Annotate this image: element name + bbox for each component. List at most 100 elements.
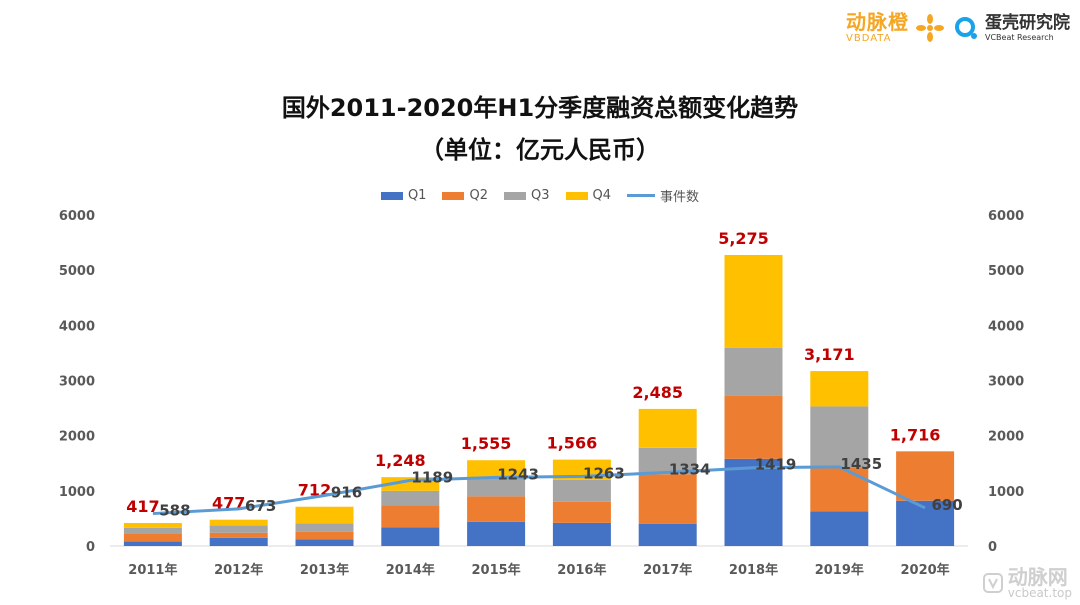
line-data-label-9: 690: [931, 496, 962, 514]
y-tick-label-left-3: 3000: [59, 375, 95, 390]
bar-q4-2: [295, 506, 354, 524]
x-tick-label-7: 2018年: [729, 562, 778, 578]
legend-label-q3: Q3: [530, 188, 550, 203]
y2-tick-label-right-0: 0: [988, 540, 997, 555]
total-label-9: 1,716: [890, 425, 941, 444]
bar-q4-1: [209, 519, 268, 526]
y2-tick-label-right-4: 4000: [988, 319, 1024, 334]
line-data-label-8: 1435: [840, 455, 882, 473]
bar-q2-6: [638, 474, 697, 524]
y-tick-label-left-2: 2000: [59, 430, 95, 445]
vcbeat-name: 蛋壳研究院: [985, 12, 1070, 33]
bar-q1-5: [552, 522, 611, 546]
chart-subtitle: （单位：亿元人民币）: [420, 136, 660, 164]
vbdata-flower-icon: [916, 14, 944, 42]
legend-swatch-q4: [565, 191, 588, 200]
y2-tick-label-right-2: 2000: [988, 430, 1024, 445]
legend-swatch-q1: [380, 191, 403, 200]
legend-item-q3: Q3: [503, 186, 550, 205]
bar-q3-8: [810, 406, 869, 468]
x-tick-label-2: 2013年: [300, 562, 349, 578]
line-data-label-3: 1189: [411, 468, 453, 486]
bar-q1-7: [724, 458, 783, 546]
total-label-6: 2,485: [632, 383, 683, 402]
x-tick-label-0: 2011年: [128, 562, 177, 578]
bar-q2-8: [810, 467, 869, 512]
bar-q4-0: [123, 522, 182, 528]
bar-q1-6: [638, 523, 697, 546]
vbdata-sub: VBDATA: [846, 33, 892, 44]
line-data-label-2: 916: [331, 483, 362, 501]
bar-q2-2: [295, 531, 354, 540]
bar-q2-5: [552, 501, 611, 523]
bar-q2-7: [724, 395, 783, 459]
legend-item-q1: Q1: [380, 186, 427, 205]
legend-label-q1: Q1: [407, 188, 427, 203]
line-data-label-5: 1263: [583, 464, 625, 482]
total-label-5: 1,566: [547, 434, 598, 453]
x-tick-label-9: 2020年: [901, 562, 950, 578]
legend-label-q2: Q2: [469, 188, 488, 203]
legend-label-q4: Q4: [592, 188, 612, 203]
chart-title: 国外2011-2020年H1分季度融资总额变化趋势: [281, 94, 799, 122]
bar-q1-1: [209, 537, 268, 546]
y-tick-label-left-5: 5000: [59, 264, 95, 279]
watermark: 动脉网 vcbeat.top: [982, 567, 1072, 599]
legend-item-q4: Q4: [565, 186, 612, 205]
line-data-label-7: 1419: [755, 456, 797, 474]
x-tick-label-5: 2016年: [557, 562, 606, 578]
vcbeat-research-logo: 蛋壳研究院 VCBeat Research: [953, 12, 1070, 42]
bar-q1-9: [896, 500, 955, 546]
legend-swatch-q2: [442, 191, 465, 200]
x-tick-label-3: 2014年: [386, 562, 435, 578]
bar-q3-2: [295, 523, 354, 532]
y2-tick-label-right-6: 6000: [988, 209, 1024, 224]
y-tick-label-left-6: 6000: [59, 209, 95, 224]
line-data-label-4: 1243: [497, 465, 539, 483]
watermark-logo-icon: [982, 573, 1003, 593]
bar-q2-1: [209, 532, 268, 538]
legend-swatch-events: [627, 194, 656, 197]
legend-item-q2: Q2: [442, 186, 488, 205]
line-data-label-6: 1334: [669, 460, 711, 478]
line-series-events: [152, 465, 926, 516]
y2-tick-label-right-3: 3000: [988, 375, 1024, 390]
bar-q3-7: [724, 347, 783, 396]
line-data-label-1: 673: [245, 497, 276, 515]
logo-area: 动脉橙 VBDATA 蛋壳研究院 VCBeat Research: [846, 12, 1070, 44]
bar-q2-9: [896, 451, 955, 501]
bar-q4-6: [638, 408, 697, 448]
total-label-0: 417: [126, 497, 159, 516]
y-tick-label-left-1: 1000: [59, 485, 95, 500]
bar-q3-0: [123, 527, 182, 534]
y2-tick-label-right-1: 1000: [988, 485, 1024, 500]
bar-q1-0: [123, 541, 182, 546]
total-label-8: 3,171: [804, 345, 855, 364]
vbdata-logo: 动脉橙 VBDATA: [846, 12, 945, 44]
y-tick-label-left-0: 0: [86, 540, 95, 555]
bar-q1-8: [810, 511, 869, 546]
vcbeat-sub: VCBeat Research: [985, 32, 1054, 42]
bar-q3-5: [552, 479, 611, 502]
bar-q2-0: [123, 533, 182, 542]
watermark-url: vcbeat.top: [1007, 586, 1072, 600]
total-label-7: 5,275: [718, 229, 769, 248]
total-label-4: 1,555: [461, 434, 512, 453]
bar-q3-1: [209, 525, 268, 533]
vcbeat-ring-icon: [955, 17, 977, 39]
bar-q1-4: [467, 521, 526, 546]
chart-legend: Q1 Q2 Q3 Q4 事件数: [0, 186, 1080, 205]
bar-q3-4: [467, 477, 526, 497]
legend-label-events: 事件数: [660, 190, 700, 205]
bar-q4-8: [810, 371, 869, 407]
bar-q4-4: [467, 460, 526, 478]
bar-q3-3: [381, 490, 440, 506]
total-label-3: 1,248: [375, 451, 426, 470]
legend-item-events: 事件数: [627, 186, 699, 205]
line-data-label-0: 588: [159, 502, 190, 520]
x-tick-label-4: 2015年: [472, 562, 521, 578]
bar-q4-7: [724, 254, 783, 348]
y2-tick-label-right-5: 5000: [988, 264, 1024, 279]
x-tick-label-8: 2019年: [815, 562, 864, 578]
